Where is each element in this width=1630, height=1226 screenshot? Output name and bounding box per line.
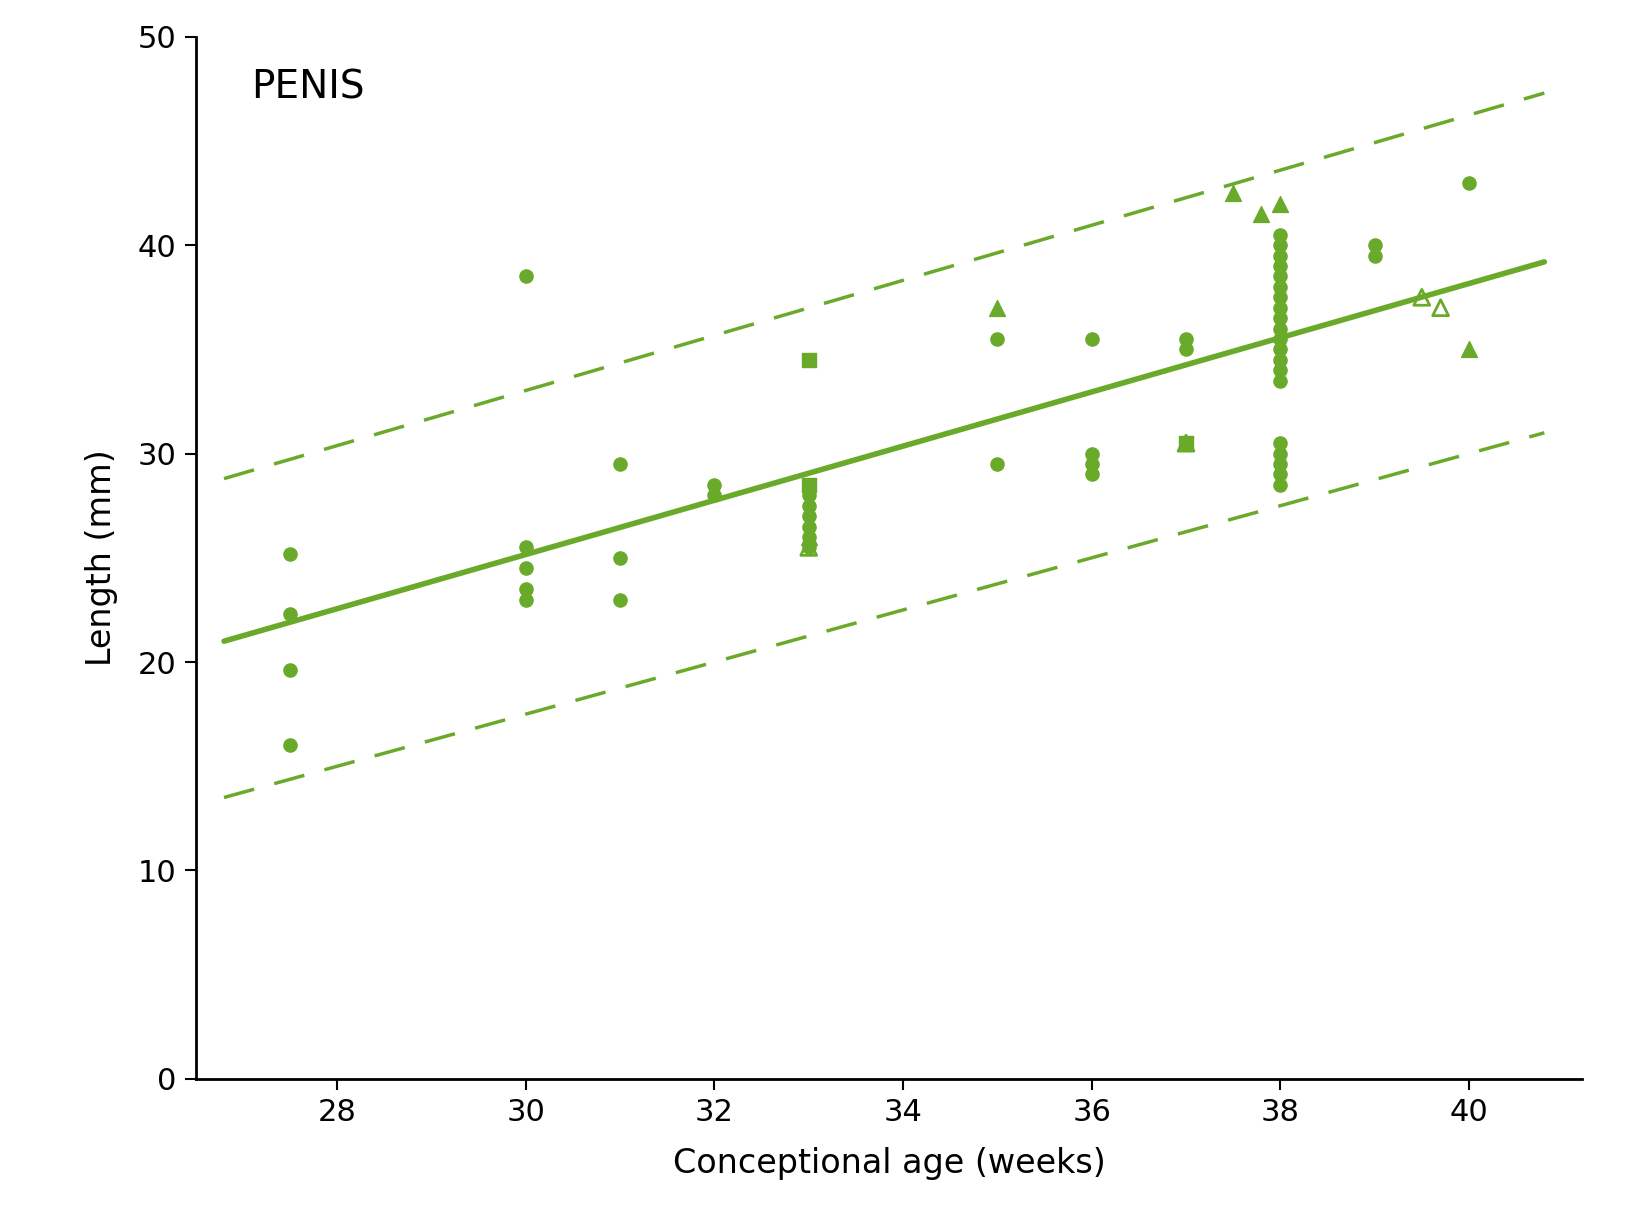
Point [1267, 360, 1293, 380]
Point [795, 537, 822, 557]
Point [1456, 340, 1482, 359]
Point [277, 736, 303, 755]
Point [512, 558, 538, 577]
X-axis label: Conceptional age (weeks): Conceptional age (weeks) [672, 1146, 1105, 1179]
Point [1267, 267, 1293, 287]
Point [1267, 444, 1293, 463]
Point [983, 455, 1009, 474]
Point [1361, 245, 1387, 266]
Point [1267, 288, 1293, 308]
Point [1077, 329, 1104, 348]
Point [795, 474, 822, 494]
Point [1267, 298, 1293, 318]
Point [795, 485, 822, 505]
Point [1267, 277, 1293, 297]
Point [795, 527, 822, 547]
Point [1267, 226, 1293, 245]
Point [701, 485, 727, 505]
Point [795, 517, 822, 537]
Point [1267, 256, 1293, 276]
Point [1219, 183, 1245, 202]
Point [795, 506, 822, 526]
Point [1077, 444, 1104, 463]
Point [512, 267, 538, 287]
Point [1426, 298, 1452, 318]
Point [606, 590, 632, 609]
Point [1267, 434, 1293, 454]
Point [1267, 370, 1293, 390]
Point [795, 474, 822, 494]
Point [1172, 434, 1198, 454]
Point [1267, 245, 1293, 266]
Point [1247, 204, 1273, 223]
Text: PENIS: PENIS [251, 69, 365, 105]
Point [795, 527, 822, 547]
Point [983, 329, 1009, 348]
Point [1267, 340, 1293, 359]
Point [1267, 465, 1293, 484]
Point [795, 495, 822, 515]
Point [795, 351, 822, 370]
Point [277, 604, 303, 624]
Point [1408, 288, 1434, 308]
Point [606, 455, 632, 474]
Point [1456, 173, 1482, 192]
Point [1172, 340, 1198, 359]
Point [1267, 319, 1293, 338]
Point [1267, 194, 1293, 213]
Point [1172, 329, 1198, 348]
Point [983, 298, 1009, 318]
Point [277, 544, 303, 564]
Point [1267, 474, 1293, 494]
Point [1361, 235, 1387, 255]
Point [1077, 465, 1104, 484]
Point [1267, 329, 1293, 348]
Point [1077, 455, 1104, 474]
Point [795, 537, 822, 557]
Point [277, 661, 303, 680]
Point [701, 474, 727, 494]
Point [1267, 308, 1293, 327]
Point [1267, 351, 1293, 370]
Point [1267, 235, 1293, 255]
Point [606, 548, 632, 568]
Point [512, 580, 538, 600]
Point [512, 590, 538, 609]
Point [1172, 434, 1198, 454]
Point [1267, 455, 1293, 474]
Y-axis label: Length (mm): Length (mm) [85, 450, 117, 666]
Point [512, 537, 538, 557]
